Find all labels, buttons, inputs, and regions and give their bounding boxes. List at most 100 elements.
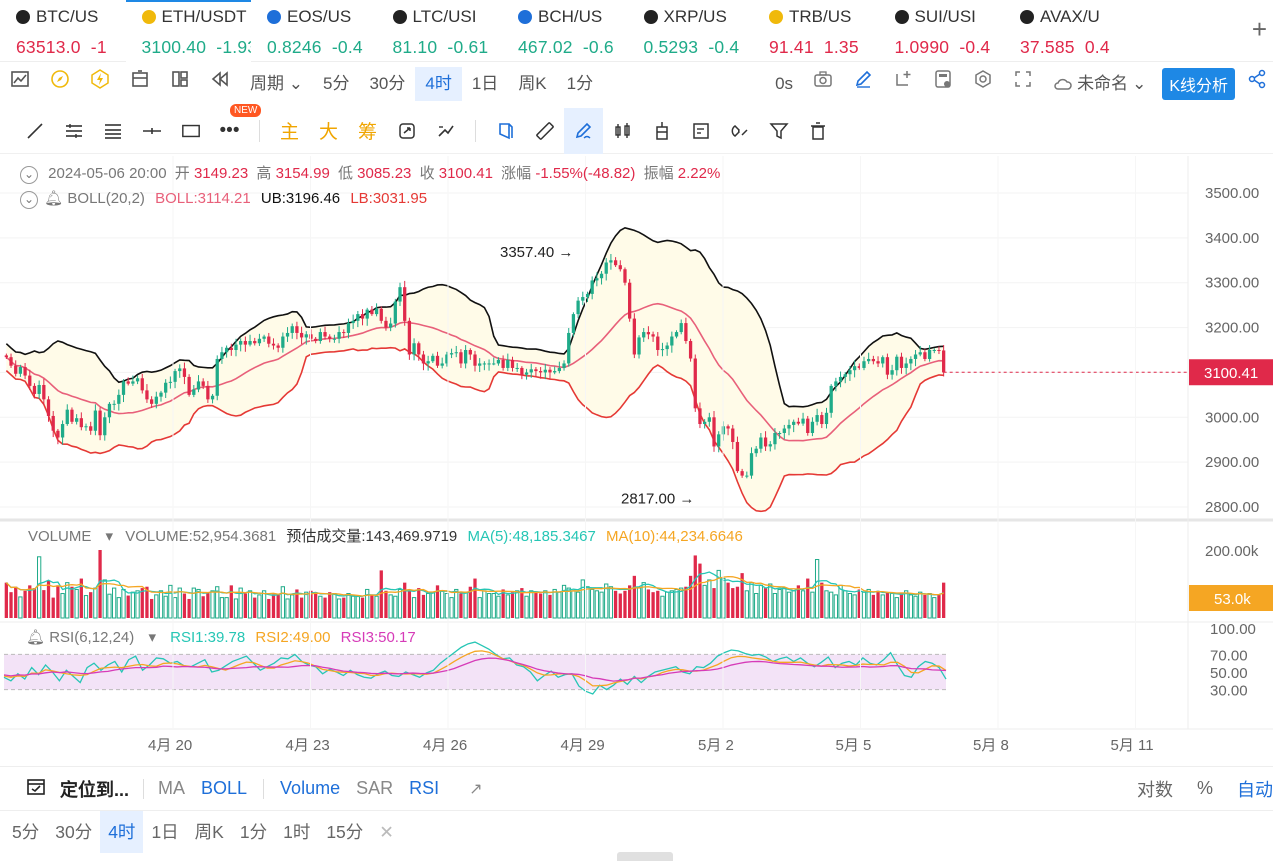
ticker-1[interactable]: ETH/USDT 3100.40 -1.93% <box>125 0 251 62</box>
volume-bar <box>796 585 801 618</box>
template-dropdown[interactable]: 未命名 ⌄ <box>1043 67 1156 101</box>
sync-icon[interactable] <box>387 108 426 154</box>
period-5m[interactable]: 5分 <box>12 821 40 842</box>
period-30m[interactable]: 30分 <box>369 74 406 93</box>
period-week[interactable]: 周K <box>518 74 547 93</box>
sar-toggle[interactable]: SAR <box>356 778 394 798</box>
parallel-line-icon[interactable] <box>54 108 93 154</box>
volume-bar <box>923 594 927 618</box>
ticker-4[interactable]: BCH/US 467.02 -0.6 <box>502 0 628 62</box>
ticker-3[interactable]: LTC/USI 81.10 -0.61 <box>377 0 503 62</box>
position-icon[interactable] <box>642 108 681 154</box>
volume-dropdown-icon[interactable]: ▾ <box>105 528 114 545</box>
rectangle-icon[interactable] <box>171 108 210 154</box>
boll-toggle[interactable]: BOLL <box>201 778 248 798</box>
period-1m[interactable]: 1分 <box>566 74 594 93</box>
rsi-dropdown-icon[interactable]: ▾ <box>148 629 156 646</box>
volume-name: VOLUME <box>28 528 92 545</box>
locate-button[interactable]: 定位到... <box>60 779 130 800</box>
volume-bar <box>430 591 435 619</box>
flash-icon[interactable] <box>80 67 120 101</box>
collapse-icon[interactable]: ⌄ <box>20 166 38 184</box>
volume-toggle[interactable]: Volume <box>280 778 341 798</box>
ticker-5[interactable]: XRP/US 0.5293 -0.4 <box>628 0 754 62</box>
bell-icon[interactable]: 🔔︎ <box>44 190 64 207</box>
pen-icon[interactable] <box>843 67 883 101</box>
bell-icon[interactable]: 🔔︎ <box>26 629 46 646</box>
candle <box>159 392 163 397</box>
ticker-6[interactable]: TRB/US 91.41 1.35 <box>753 0 879 62</box>
horizontal-line-icon[interactable] <box>132 108 171 154</box>
price-annotation: 2817.00 → <box>621 490 694 507</box>
settings-icon[interactable] <box>963 67 1003 101</box>
add-indicator-icon[interactable] <box>883 67 923 101</box>
measure-icon[interactable] <box>426 108 465 154</box>
calculator-icon[interactable] <box>923 67 963 101</box>
log-scale-toggle[interactable]: 对数 <box>1136 779 1173 800</box>
volume-bar <box>37 556 42 619</box>
period-5m[interactable]: 5分 <box>322 74 350 93</box>
chip-tool[interactable]: 筹 <box>357 122 377 143</box>
magnet-icon[interactable] <box>720 108 759 154</box>
candle <box>412 343 416 355</box>
candle <box>215 358 219 396</box>
chart-area[interactable]: 3357.40 → 2817.00 → 3500.00 3400.00 3300.00 3… <box>0 156 1273 766</box>
note-icon[interactable] <box>681 108 720 154</box>
period-week[interactable]: 周K <box>194 821 224 842</box>
period-15m[interactable]: 15分 <box>326 821 364 842</box>
change-value: -1.55%(-48.82) <box>535 165 636 182</box>
candles-icon[interactable] <box>603 108 642 154</box>
period-30m[interactable]: 30分 <box>55 821 93 842</box>
auto-scale-toggle[interactable]: 自动 <box>1237 779 1273 800</box>
compass-icon[interactable] <box>40 67 80 101</box>
bookmark-icon[interactable] <box>486 108 525 154</box>
trash-icon[interactable] <box>798 108 837 154</box>
layout-icon[interactable] <box>120 67 160 101</box>
main-force-tool[interactable]: 主 <box>279 122 299 143</box>
candle <box>867 358 871 362</box>
ruler-icon[interactable] <box>525 108 564 154</box>
volume-bar <box>393 595 398 619</box>
fib-lines-icon[interactable] <box>93 108 132 154</box>
period-1d[interactable]: 1日 <box>471 74 499 93</box>
kline-chart-svg[interactable]: 3357.40 → 2817.00 → 3500.00 3400.00 3300.00 3… <box>0 156 1273 766</box>
candle <box>473 354 477 366</box>
ticker-8[interactable]: AVAX/U 37.585 0.4 <box>1004 0 1130 62</box>
filter-icon[interactable] <box>759 108 798 154</box>
candle <box>937 350 941 351</box>
replay-icon[interactable] <box>200 67 240 101</box>
period-4h[interactable]: 4时 <box>415 67 462 101</box>
ticker-0[interactable]: BTC/US 63513.0 -1 <box>0 0 126 62</box>
draw-mode-icon[interactable] <box>564 107 603 154</box>
add-symbol-button[interactable]: + <box>1251 14 1267 44</box>
ticker-2[interactable]: EOS/US 0.8246 -0.4 <box>251 0 377 62</box>
ticker-symbol: BCH/US <box>518 7 628 27</box>
period-1d[interactable]: 1日 <box>151 821 179 842</box>
calendar-icon[interactable] <box>26 776 46 801</box>
multi-chart-icon[interactable] <box>160 67 200 101</box>
large-order-tool[interactable]: 大 <box>318 122 338 143</box>
period-1m[interactable]: 1分 <box>239 821 268 842</box>
candle <box>478 363 482 366</box>
close-icon[interactable]: ✕ <box>379 821 394 842</box>
drag-handle[interactable] <box>617 852 673 861</box>
camera-icon[interactable] <box>803 67 843 101</box>
period-1h[interactable]: 1时 <box>283 821 311 842</box>
ma-toggle[interactable]: MA <box>158 778 186 798</box>
share-icon[interactable] <box>1241 67 1273 101</box>
ticker-7[interactable]: SUI/USI 1.0990 -0.4 <box>879 0 1005 62</box>
collapse-icon[interactable]: ⌄ <box>20 191 38 209</box>
edit-indicators-icon[interactable]: ↗︎ <box>469 780 483 798</box>
volume-bar <box>332 593 337 619</box>
chart-type-icon[interactable] <box>0 67 40 101</box>
volume-bar <box>60 593 65 619</box>
period-4h[interactable]: 4时 <box>100 810 144 853</box>
rsi-toggle[interactable]: RSI <box>409 778 440 798</box>
period-dropdown[interactable]: 周期 ⌄ <box>250 74 303 93</box>
more-tools-icon[interactable]: ••• NEW <box>210 103 262 154</box>
kline-analysis-button[interactable]: K线分析 <box>1162 68 1235 100</box>
percent-scale-toggle[interactable]: % <box>1196 778 1213 798</box>
volume-bar <box>520 588 524 618</box>
trend-line-icon[interactable] <box>15 108 54 154</box>
fullscreen-icon[interactable] <box>1003 67 1043 101</box>
